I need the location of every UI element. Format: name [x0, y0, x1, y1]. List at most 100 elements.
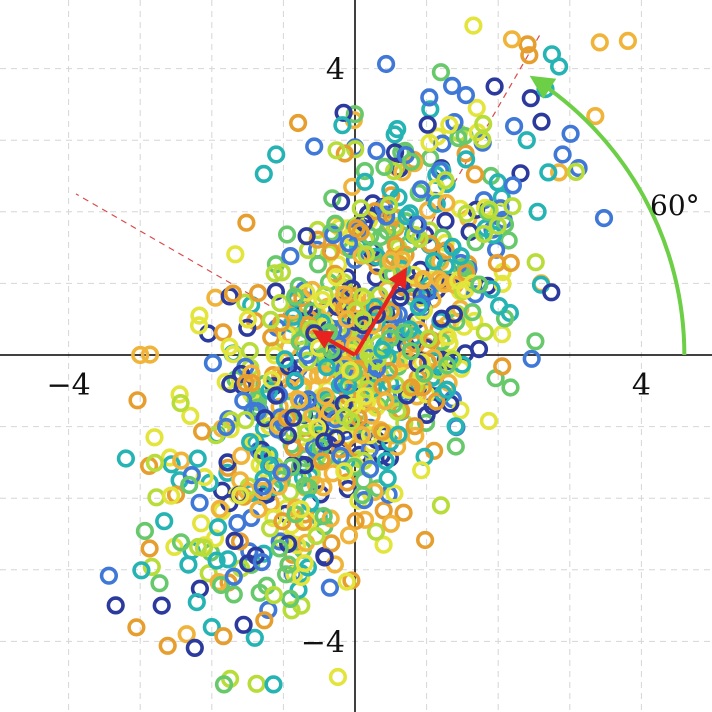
data-point	[162, 486, 181, 505]
data-point	[618, 31, 638, 51]
data-point	[479, 411, 499, 431]
data-point	[315, 548, 334, 567]
data-point	[140, 345, 160, 364]
data-point	[355, 172, 375, 191]
data-point	[131, 345, 150, 365]
data-point	[451, 247, 470, 266]
data-point	[521, 89, 540, 108]
data-point	[444, 305, 464, 324]
data-point	[351, 199, 370, 218]
data-point	[520, 46, 539, 65]
data-point	[480, 200, 499, 219]
data-point	[517, 131, 536, 150]
data-point	[162, 455, 181, 474]
data-point	[553, 145, 572, 164]
data-point	[331, 446, 350, 465]
data-point	[272, 313, 291, 332]
data-point	[140, 539, 159, 558]
data-point	[368, 350, 387, 369]
data-point	[415, 364, 434, 383]
data-point	[323, 464, 342, 483]
data-point	[323, 189, 342, 208]
data-point	[240, 341, 259, 361]
data-point	[466, 285, 485, 304]
data-point	[127, 618, 146, 637]
data-point	[366, 522, 386, 541]
data-point	[246, 390, 265, 409]
data-point	[255, 611, 274, 630]
data-point	[290, 332, 309, 351]
data-point	[315, 432, 334, 451]
data-point	[322, 534, 341, 553]
data-point	[288, 535, 307, 555]
y-tick-label: 4	[326, 53, 345, 88]
data-point	[218, 453, 237, 472]
data-point	[418, 115, 437, 134]
data-point	[539, 163, 558, 182]
data-point	[427, 392, 446, 411]
data-point	[241, 433, 260, 452]
data-point	[334, 103, 353, 122]
angle-label: 60°	[650, 189, 700, 222]
data-point	[339, 234, 359, 253]
data-point	[501, 378, 520, 397]
data-point	[373, 340, 392, 360]
data-point	[264, 508, 283, 528]
x-tick-label: −4	[46, 368, 90, 403]
data-point	[446, 437, 465, 456]
data-point	[180, 475, 199, 495]
data-point	[238, 310, 257, 329]
data-point	[324, 225, 343, 245]
data-point	[326, 214, 345, 233]
eigenvector-arrow-2	[312, 330, 357, 357]
data-point	[152, 596, 171, 615]
data-point	[297, 227, 316, 246]
data-point	[298, 351, 317, 370]
data-point	[285, 371, 305, 391]
data-point	[522, 349, 541, 368]
data-point	[594, 209, 614, 228]
data-point	[405, 417, 424, 436]
data-point	[267, 386, 286, 405]
data-point	[416, 530, 435, 550]
data-point	[353, 310, 373, 329]
data-point	[194, 538, 213, 558]
data-point	[335, 285, 354, 304]
data-point	[561, 124, 580, 143]
data-point	[440, 115, 459, 134]
data-point	[346, 511, 365, 531]
data-point	[207, 551, 226, 570]
data-point	[409, 297, 428, 317]
data-point	[353, 287, 372, 306]
data-point	[463, 303, 482, 322]
data-point	[128, 391, 147, 410]
data-points	[99, 16, 638, 694]
data-point	[145, 453, 164, 473]
data-point	[376, 451, 395, 471]
data-point	[408, 215, 427, 234]
data-point	[492, 325, 512, 344]
data-point	[291, 500, 311, 519]
data-point	[346, 140, 365, 159]
eigenvectors	[312, 267, 408, 357]
data-point	[341, 361, 360, 380]
data-point	[473, 130, 492, 149]
data-point	[259, 600, 278, 620]
data-point	[377, 54, 396, 74]
data-point	[211, 575, 231, 595]
data-point	[99, 566, 118, 585]
data-point	[272, 263, 292, 282]
data-point	[314, 506, 333, 526]
data-point	[181, 406, 200, 426]
data-point	[464, 16, 483, 35]
data-point	[347, 219, 366, 238]
data-point	[338, 479, 358, 499]
data-point	[236, 293, 255, 312]
data-point	[309, 255, 328, 274]
tick-labels: −4 4 4 −4	[46, 53, 650, 661]
eigenvector-arrow-1	[353, 267, 408, 357]
data-point	[488, 216, 507, 235]
data-point	[373, 422, 392, 441]
data-point	[456, 85, 476, 105]
data-point	[249, 500, 268, 519]
